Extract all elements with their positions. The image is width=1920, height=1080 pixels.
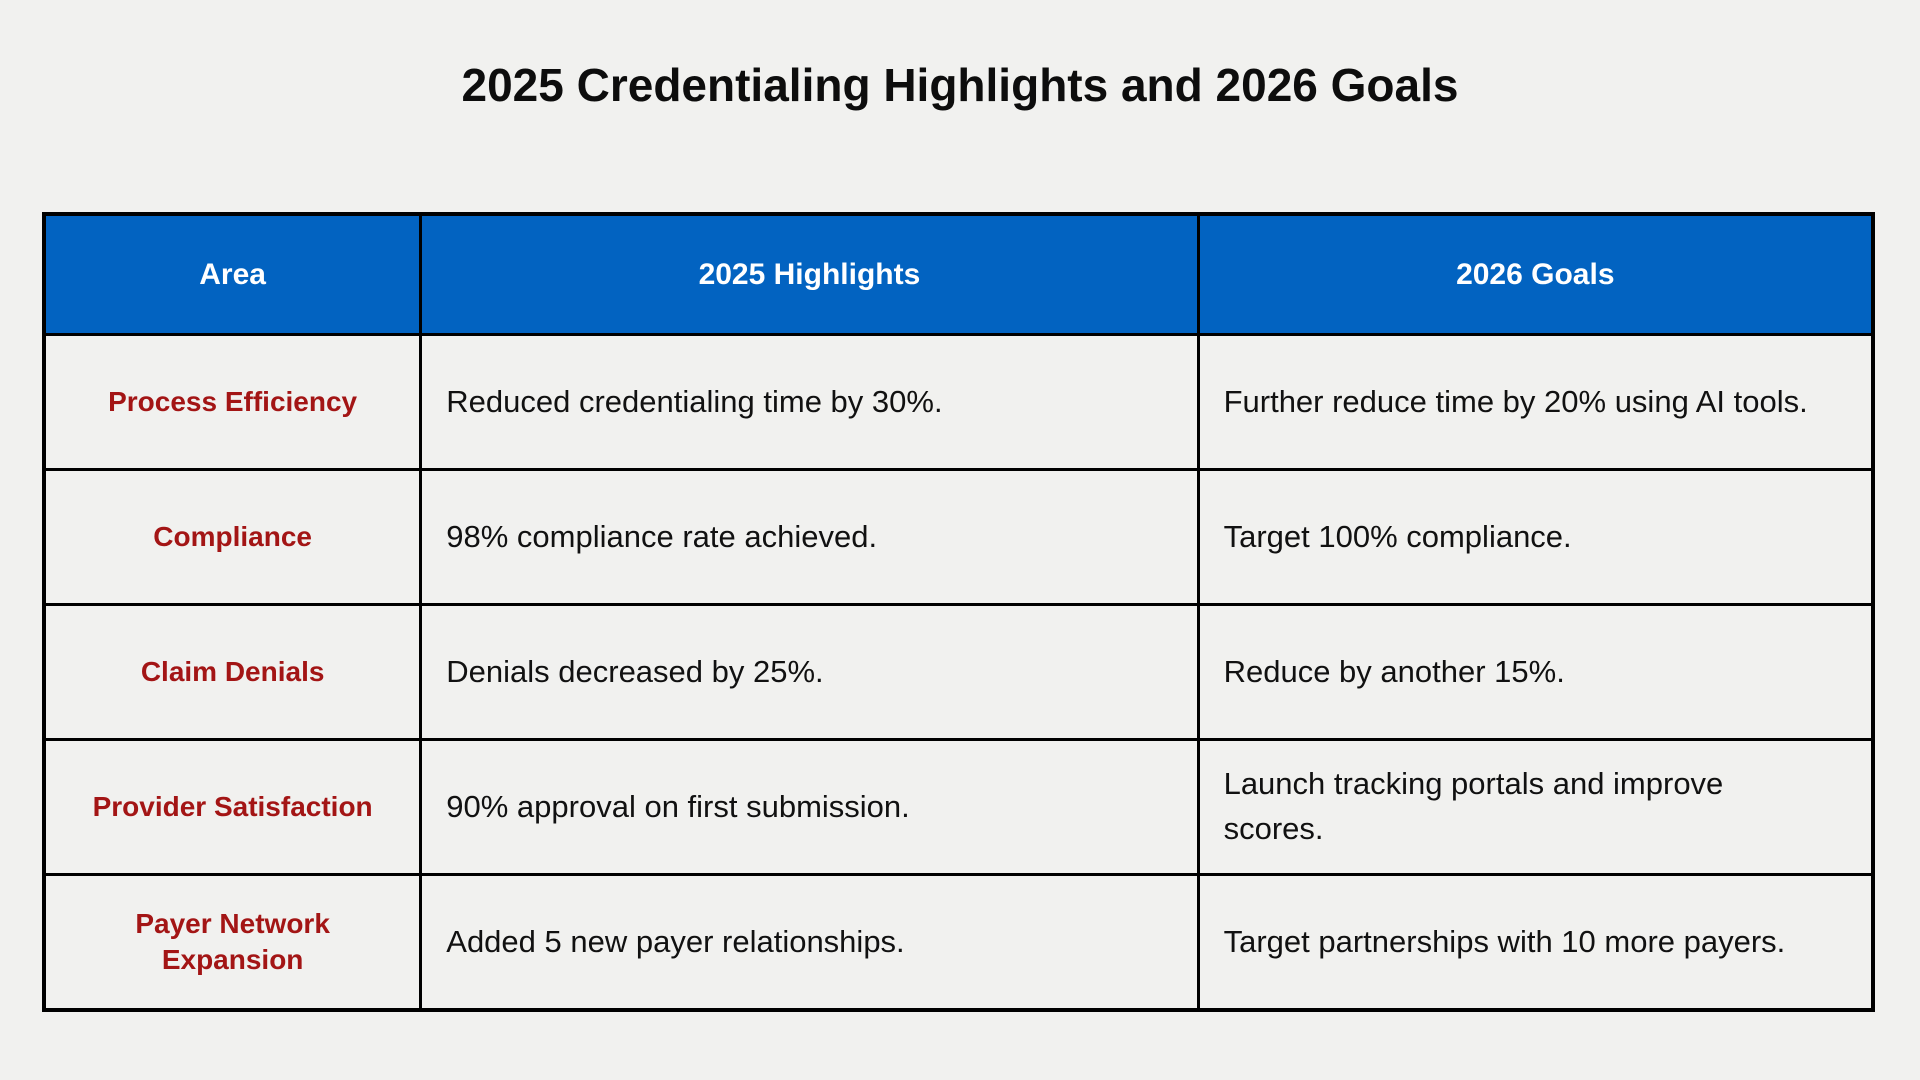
table-row: Claim Denials Denials decreased by 25%. … [42,603,1875,741]
goals-cell: Target 100% compliance. [1196,468,1875,606]
highlights-cell: Denials decreased by 25%. [419,603,1200,741]
header-row: Area 2025 Highlights 2026 Goals [42,212,1875,336]
highlights-cell: Added 5 new payer relationships. [419,873,1200,1012]
goals-cell: Further reduce time by 20% using AI tool… [1196,333,1875,471]
highlights-cell: 90% approval on first submission. [419,738,1200,876]
column-header-area: Area [42,212,423,336]
area-cell: Claim Denials [42,603,423,741]
area-cell: Compliance [42,468,423,606]
goals-cell: Launch tracking portals and improve scor… [1196,738,1875,876]
table-header: Area 2025 Highlights 2026 Goals [42,212,1875,336]
table-row: Compliance 98% compliance rate achieved.… [42,468,1875,606]
area-cell: Payer Network Expansion [42,873,423,1012]
column-header-2025-highlights: 2025 Highlights [419,212,1200,336]
column-header-2026-goals: 2026 Goals [1196,212,1875,336]
area-cell: Process Efficiency [42,333,423,471]
area-cell: Provider Satisfaction [42,738,423,876]
table-body: Process Efficiency Reduced credentialing… [42,333,1875,1012]
highlights-cell: Reduced credentialing time by 30%. [419,333,1200,471]
page-title: 2025 Credentialing Highlights and 2026 G… [461,59,1459,111]
credentialing-table: Area 2025 Highlights 2026 Goals Process … [42,212,1875,1012]
goals-cell: Reduce by another 15%. [1196,603,1875,741]
table-row: Process Efficiency Reduced credentialing… [42,333,1875,471]
table-container: Area 2025 Highlights 2026 Goals Process … [42,212,1875,1012]
table-row: Provider Satisfaction 90% approval on fi… [42,738,1875,876]
highlights-cell: 98% compliance rate achieved. [419,468,1200,606]
table-row: Payer Network Expansion Added 5 new paye… [42,873,1875,1012]
goals-cell: Target partnerships with 10 more payers. [1196,873,1875,1012]
